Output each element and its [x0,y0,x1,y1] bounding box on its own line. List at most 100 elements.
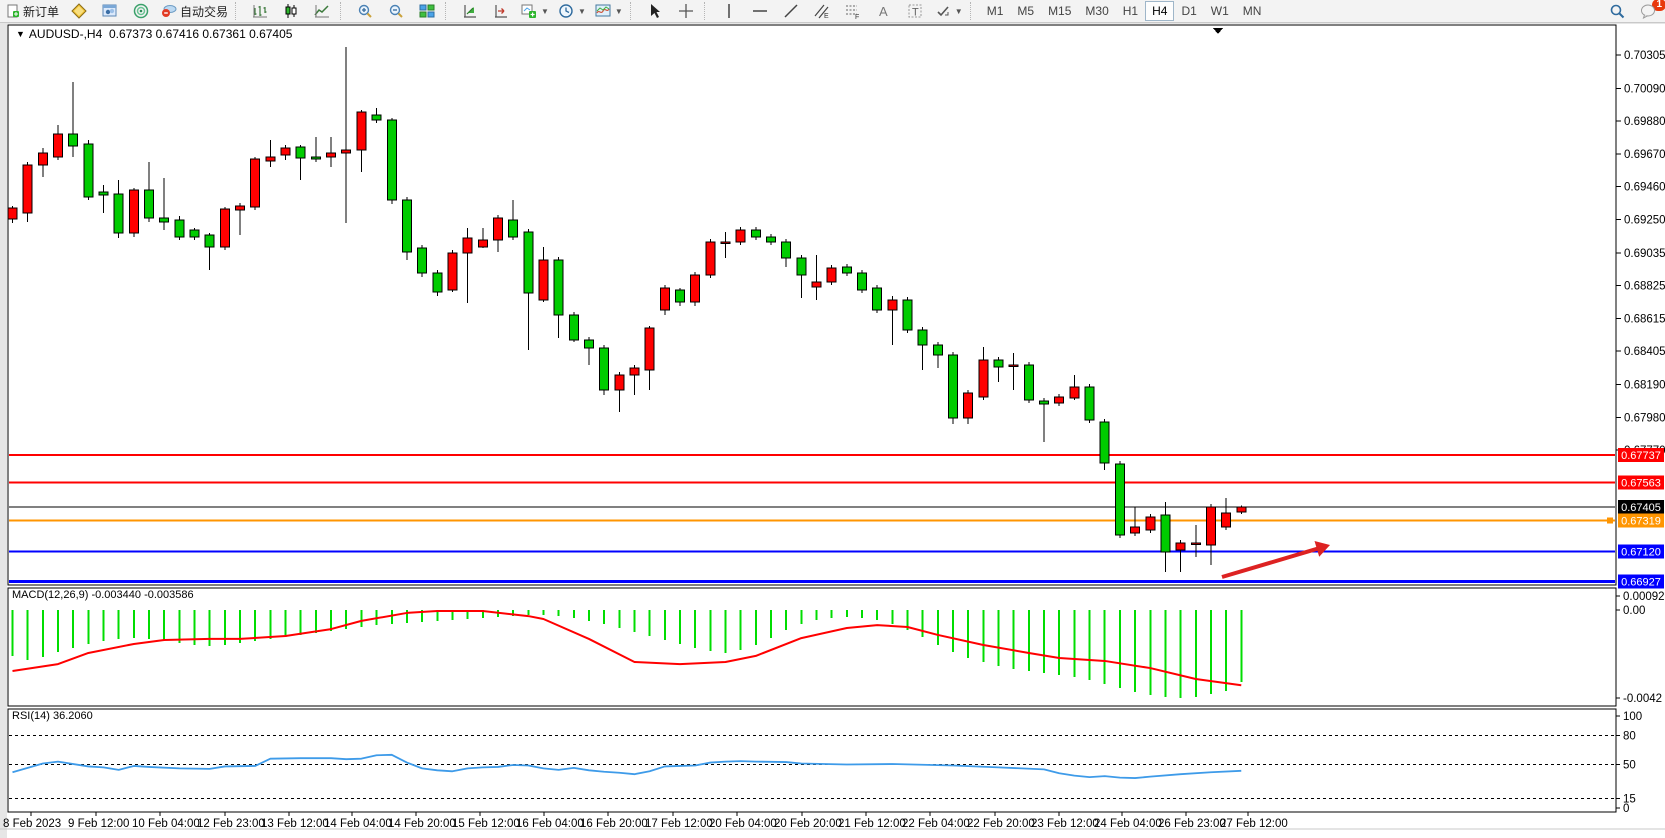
date-axis-label[interactable]: 10 Feb 04:00 [132,818,200,830]
timeframe-button-m1[interactable]: M1 [986,4,1004,18]
main-pane-border [7,24,1617,586]
candle-body [53,133,64,158]
timeframe-button-m30[interactable]: M30 [1085,4,1109,18]
date-axis-label[interactable]: 13 Feb 12:00 [261,818,329,830]
date-axis-label[interactable]: 12 Feb 23:00 [197,818,265,830]
timeframe-button-mn[interactable]: MN [1242,4,1262,18]
candle-body [113,193,124,234]
new-order-button[interactable]: 新订单 [2,0,63,22]
chart-canvas[interactable]: 0.70305 0.70090 0.69880 0.69670 0.69460 0.692… [0,24,1665,838]
auto-arrange-button[interactable] [455,0,485,22]
vertical-line-tool-button[interactable] [714,0,744,22]
periods-button[interactable]: ▼ [554,0,590,22]
candlestick-chart-icon [285,4,297,18]
timeframe-button-m15[interactable]: M15 [1048,4,1072,18]
text-label-tool-button[interactable]: T [900,0,930,22]
candle-body [22,164,33,214]
rsi-axis-label: 50 [1623,760,1636,772]
navigator-button[interactable] [126,0,156,22]
price-axis-label: 0.68825 [1624,281,1665,293]
candle-body [68,133,79,147]
market-watch-button[interactable] [64,0,94,22]
trendline-tool-button[interactable] [776,0,806,22]
price-badge [1618,499,1664,514]
dropdown-caret-icon: ▼ [577,6,586,16]
candle-body [841,266,852,274]
candle-body [674,289,685,303]
candle-body [295,146,306,159]
date-axis-label[interactable]: 20 Feb 04:00 [709,818,777,830]
date-axis-label[interactable]: 26 Feb 23:00 [1158,818,1226,830]
toolbar-separator [629,2,636,20]
candle-body [978,359,989,398]
templates-button[interactable]: ▼ [591,0,627,22]
vertical-line-icon [728,4,730,18]
candle-body [250,158,261,208]
svg-text:A: A [879,4,888,19]
candle-body [963,392,974,419]
candle-body [341,149,352,154]
rsi-line [12,753,1242,779]
search-button[interactable] [1602,0,1632,22]
zoom-out-button[interactable] [381,0,411,22]
date-axis-label[interactable]: 8 Feb 2023 [3,818,61,830]
date-axis-label[interactable]: 20 Feb 20:00 [774,818,842,830]
clock-icon [559,4,573,18]
date-axis-label[interactable]: 14 Feb 20:00 [388,818,456,830]
date-axis-label[interactable]: 15 Feb 12:00 [452,818,520,830]
chat-button[interactable]: 1 [1633,0,1665,22]
chart-shift-button[interactable] [486,0,516,22]
text-tool-button[interactable]: A [869,0,899,22]
timeframe-button-m5[interactable]: M5 [1017,4,1035,18]
annotation-arrow-head[interactable] [1314,540,1330,557]
macd-signal-line [12,610,1242,687]
price-axis-label: 0.69460 [1624,182,1665,194]
timeframe-button-h4[interactable]: H4 [1145,1,1175,21]
chart-shift-marker[interactable] [1213,28,1223,34]
annotation-arrow[interactable] [1221,545,1321,579]
date-axis-label[interactable]: 23 Feb 12:00 [1031,818,1099,830]
bar-chart-button[interactable] [245,0,275,22]
price-axis-label: 0.67980 [1624,412,1665,424]
date-axis-label[interactable]: 14 Feb 04:00 [324,818,392,830]
arrows-tool-button[interactable]: ▼ [931,0,967,22]
autotrading-button[interactable]: 自动交易 [157,0,232,22]
date-axis-label[interactable]: 16 Feb 20:00 [580,818,648,830]
candle-body [477,239,488,248]
timeframe-button-h1[interactable]: H1 [1122,4,1139,18]
fibonacci-tool-button[interactable]: F [838,0,868,22]
date-axis-label[interactable]: 27 Feb 12:00 [1220,818,1288,830]
line-chart-button[interactable] [307,0,337,22]
line-chart-icon [314,5,330,18]
macd-pane-border [7,587,1617,707]
price-badge [1618,574,1664,589]
candle-body [872,287,883,311]
date-axis-label[interactable]: 9 Feb 12:00 [68,818,129,830]
date-axis-label[interactable]: 22 Feb 04:00 [902,818,970,830]
timeframe-button-w1[interactable]: W1 [1210,4,1229,18]
candle-body [189,229,200,238]
timeframe-button-d1[interactable]: D1 [1181,4,1197,18]
new-chart-button[interactable]: ▼ [517,0,553,22]
date-axis-label[interactable]: 21 Feb 12:00 [838,818,906,830]
cursor-button[interactable] [640,0,670,22]
date-axis-label[interactable]: 17 Feb 12:00 [645,818,713,830]
zoom-in-button[interactable] [350,0,380,22]
candle-body [462,237,473,254]
data-window-button[interactable] [95,0,125,22]
candle-body [932,344,943,356]
chart-shift-icon [495,5,508,18]
candle-body [144,189,155,219]
candle-body [492,217,503,241]
rsi-axis-label: 15 [1623,793,1636,805]
equidistant-channel-tool-button[interactable]: E [807,0,837,22]
tile-windows-button[interactable] [412,0,442,22]
horizontal-line-tool-button[interactable] [745,0,775,22]
date-axis-label[interactable]: 22 Feb 20:00 [967,818,1035,830]
candle-body [83,143,94,198]
candle-body [1221,512,1232,528]
date-axis-label[interactable]: 24 Feb 04:00 [1094,818,1162,830]
date-axis-label[interactable]: 16 Feb 04:00 [516,818,584,830]
crosshair-button[interactable] [671,0,701,22]
candlestick-chart-button[interactable] [276,0,306,22]
